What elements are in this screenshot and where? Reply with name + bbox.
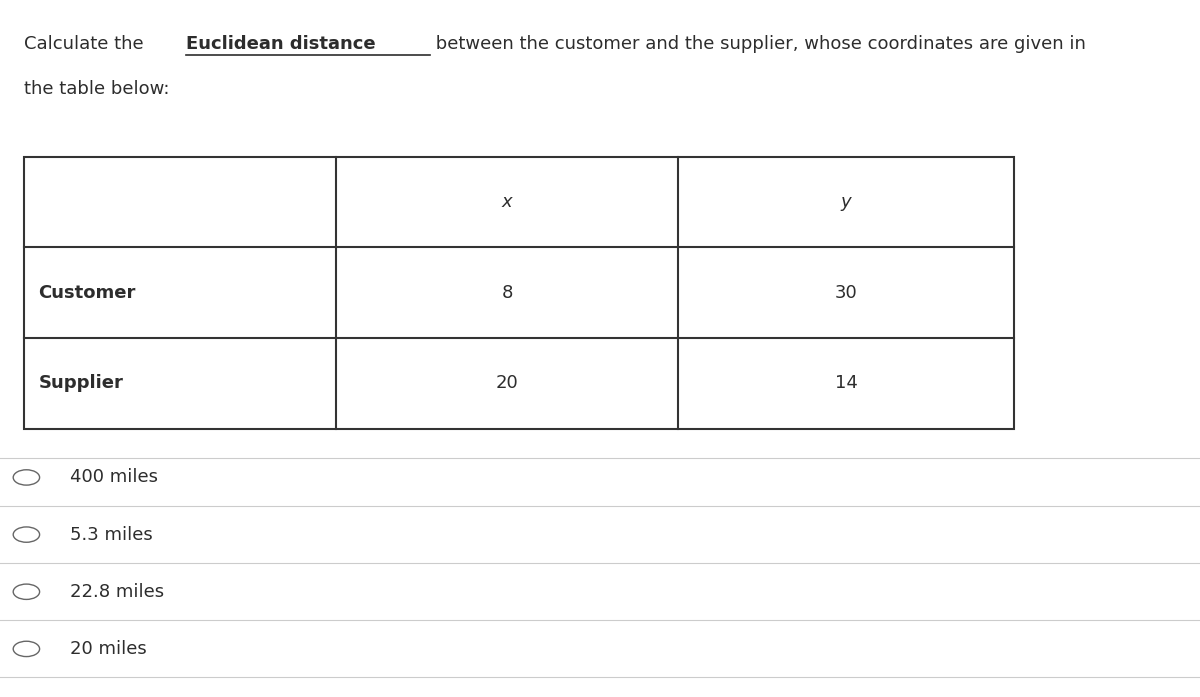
Text: 8: 8 xyxy=(502,284,512,302)
Text: the table below:: the table below: xyxy=(24,80,169,98)
Text: 14: 14 xyxy=(834,374,858,392)
Text: 400 miles: 400 miles xyxy=(70,468,157,487)
Text: 20: 20 xyxy=(496,374,518,392)
Text: 20 miles: 20 miles xyxy=(70,640,146,658)
Text: x: x xyxy=(502,193,512,211)
Text: Euclidean distance: Euclidean distance xyxy=(186,35,376,53)
Bar xyxy=(24,157,1014,429)
Text: y: y xyxy=(841,193,851,211)
Text: between the customer and the supplier, whose coordinates are given in: between the customer and the supplier, w… xyxy=(431,35,1086,53)
Text: Calculate the: Calculate the xyxy=(24,35,149,53)
Text: 5.3 miles: 5.3 miles xyxy=(70,526,152,544)
Text: 22.8 miles: 22.8 miles xyxy=(70,583,163,601)
Text: Customer: Customer xyxy=(38,284,136,302)
Text: 30: 30 xyxy=(835,284,857,302)
Text: Supplier: Supplier xyxy=(38,374,124,392)
